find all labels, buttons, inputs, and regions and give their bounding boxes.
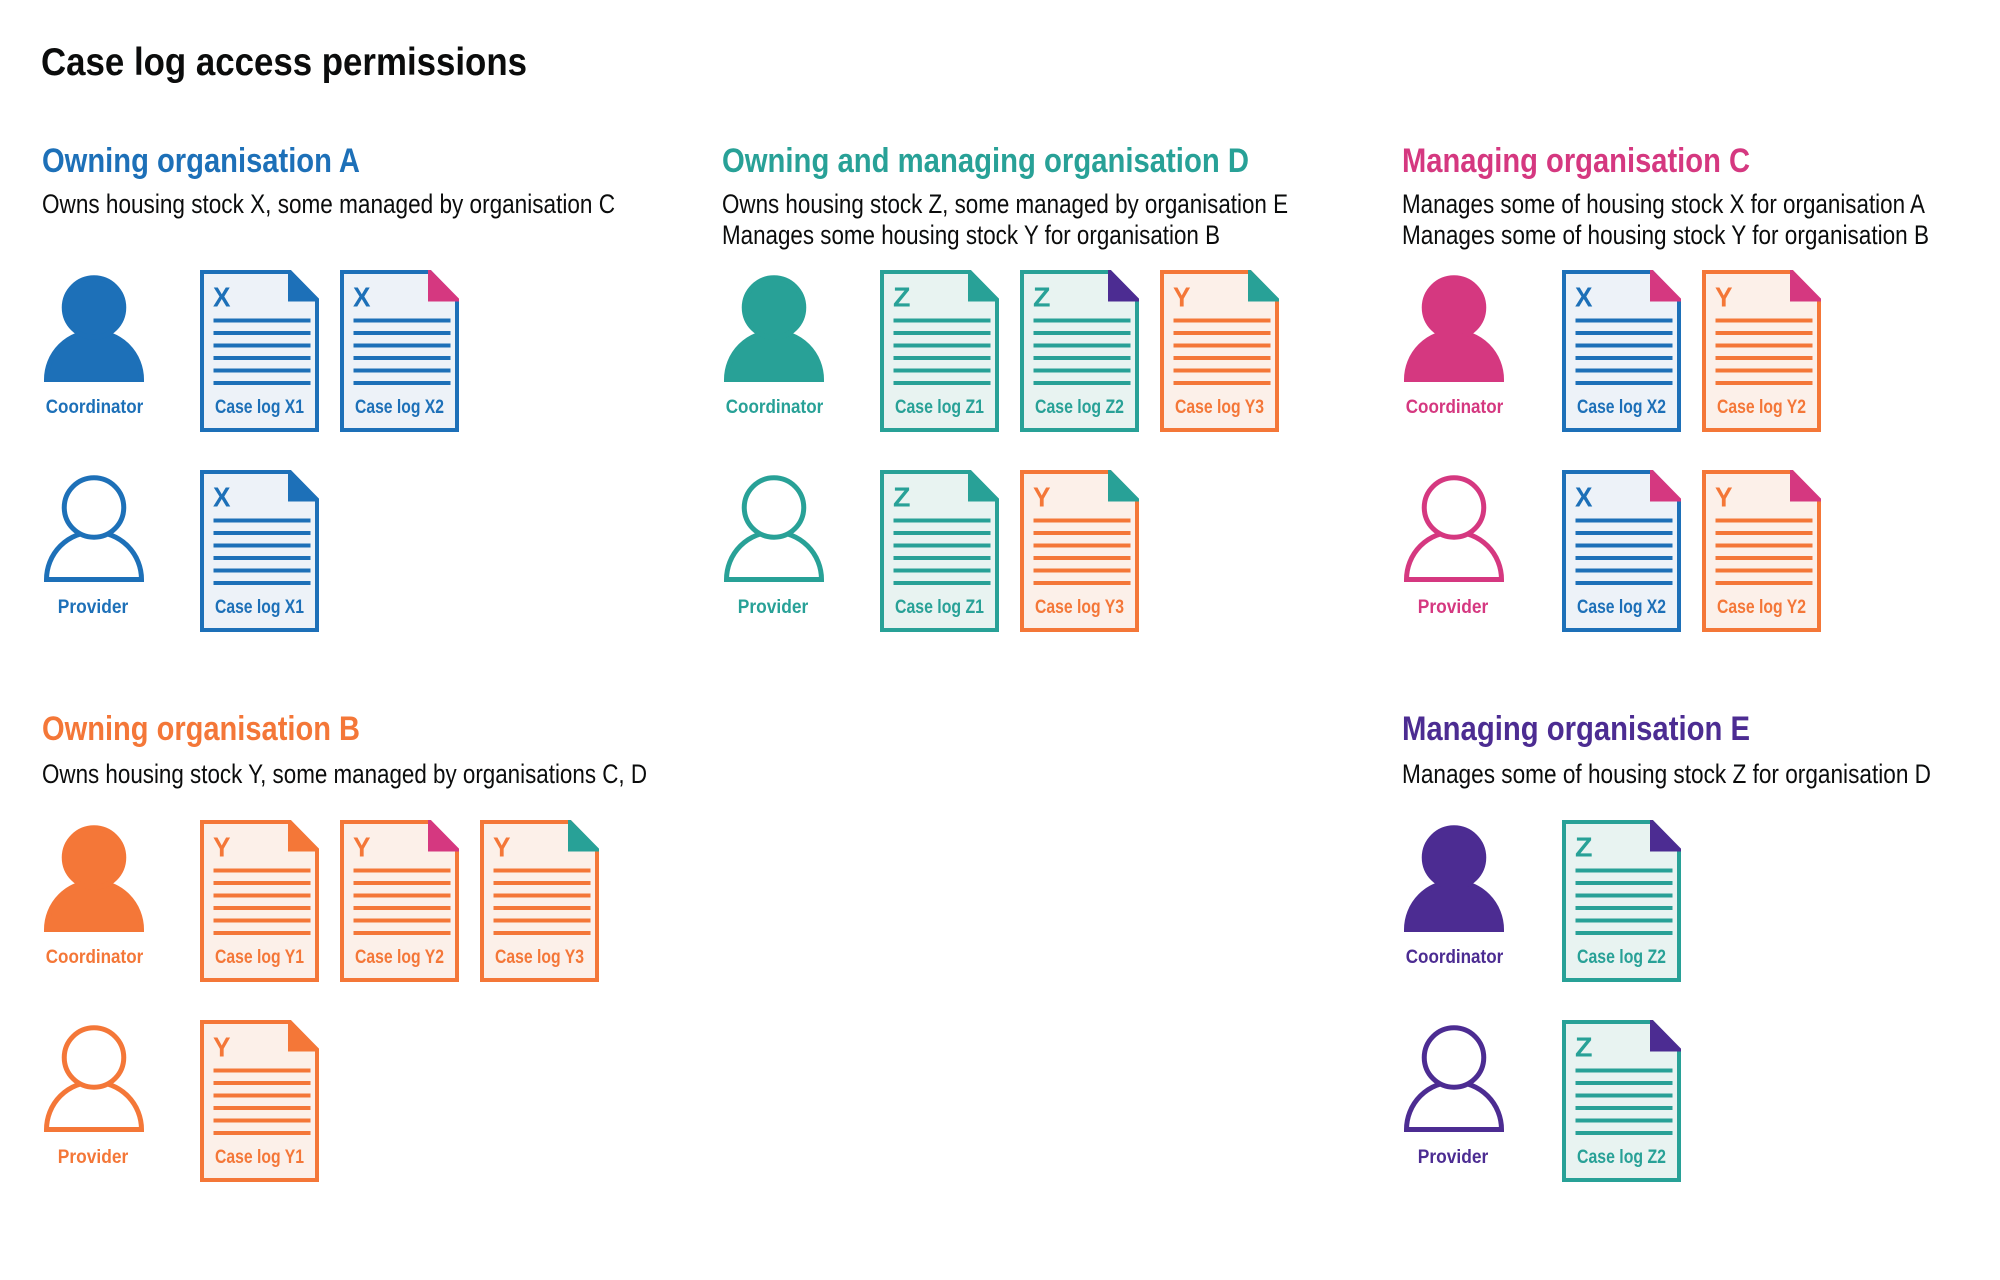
svg-text:Managing organisation E: Managing organisation E <box>1402 710 1750 748</box>
svg-text:Coordinator: Coordinator <box>45 946 143 968</box>
svg-text:Z: Z <box>1033 282 1051 313</box>
svg-text:X: X <box>1575 282 1593 313</box>
svg-text:Z: Z <box>893 482 911 513</box>
svg-text:Y: Y <box>493 832 511 863</box>
svg-text:X: X <box>213 282 231 313</box>
svg-text:Z: Z <box>1575 1032 1593 1063</box>
svg-text:Case log X1: Case log X1 <box>215 396 304 418</box>
svg-text:Case log Z2: Case log Z2 <box>1035 396 1124 418</box>
svg-text:Y: Y <box>1033 482 1051 513</box>
svg-text:Y: Y <box>353 832 371 863</box>
svg-text:Provider: Provider <box>737 596 808 618</box>
svg-text:Coordinator: Coordinator <box>1405 396 1503 418</box>
svg-text:X: X <box>353 282 371 313</box>
svg-text:Case log Z2: Case log Z2 <box>1577 1146 1666 1168</box>
svg-text:Case log X2: Case log X2 <box>1577 396 1666 418</box>
svg-text:Owning organisation A: Owning organisation A <box>42 142 360 180</box>
svg-text:Managing organisation C: Managing organisation C <box>1402 142 1750 180</box>
svg-text:Provider: Provider <box>57 596 128 618</box>
svg-text:Y: Y <box>1715 482 1733 513</box>
svg-text:Z: Z <box>1575 832 1593 863</box>
svg-text:Case log Y1: Case log Y1 <box>215 946 304 968</box>
svg-text:Manages some of housing stock: Manages some of housing stock Y for orga… <box>1402 220 1929 250</box>
svg-text:Case log Y3: Case log Y3 <box>495 946 584 968</box>
svg-text:Owns housing stock Z, some man: Owns housing stock Z, some managed by or… <box>722 189 1288 219</box>
svg-text:Z: Z <box>893 282 911 313</box>
svg-text:Case log access permissions: Case log access permissions <box>41 41 527 84</box>
svg-text:Case log Z1: Case log Z1 <box>895 396 984 418</box>
svg-text:Case log Y3: Case log Y3 <box>1035 596 1124 618</box>
svg-text:Owning and managing organisati: Owning and managing organisation D <box>722 142 1249 180</box>
svg-text:Case log Y3: Case log Y3 <box>1175 396 1264 418</box>
svg-text:Case log Z2: Case log Z2 <box>1577 946 1666 968</box>
svg-text:Case log X2: Case log X2 <box>1577 596 1666 618</box>
svg-text:Case log Z1: Case log Z1 <box>895 596 984 618</box>
svg-text:Provider: Provider <box>57 1146 128 1168</box>
svg-text:Coordinator: Coordinator <box>1405 946 1503 968</box>
svg-text:Coordinator: Coordinator <box>45 396 143 418</box>
svg-text:Owns housing stock Y, some man: Owns housing stock Y, some managed by or… <box>42 759 647 789</box>
svg-text:Manages some housing stock Y f: Manages some housing stock Y for organis… <box>722 220 1220 250</box>
svg-text:Case log X2: Case log X2 <box>355 396 444 418</box>
svg-text:Case log Y2: Case log Y2 <box>1717 596 1806 618</box>
svg-text:Owning organisation B: Owning organisation B <box>42 710 360 748</box>
svg-text:Coordinator: Coordinator <box>725 396 823 418</box>
svg-text:Case log X1: Case log X1 <box>215 596 304 618</box>
svg-text:Y: Y <box>213 1032 231 1063</box>
svg-text:Y: Y <box>1173 282 1191 313</box>
svg-text:Y: Y <box>1715 282 1733 313</box>
svg-text:Manages some of housing stock: Manages some of housing stock X for orga… <box>1402 189 1925 219</box>
svg-text:Case log Y1: Case log Y1 <box>215 1146 304 1168</box>
svg-text:Case log Y2: Case log Y2 <box>1717 396 1806 418</box>
svg-text:Manages some of housing stock: Manages some of housing stock Z for orga… <box>1402 759 1931 789</box>
svg-text:Provider: Provider <box>1417 596 1488 618</box>
svg-text:Provider: Provider <box>1417 1146 1488 1168</box>
svg-text:X: X <box>1575 482 1593 513</box>
svg-text:Owns housing stock X, some man: Owns housing stock X, some managed by or… <box>42 189 615 219</box>
svg-text:X: X <box>213 482 231 513</box>
svg-text:Case log Y2: Case log Y2 <box>355 946 444 968</box>
svg-text:Y: Y <box>213 832 231 863</box>
